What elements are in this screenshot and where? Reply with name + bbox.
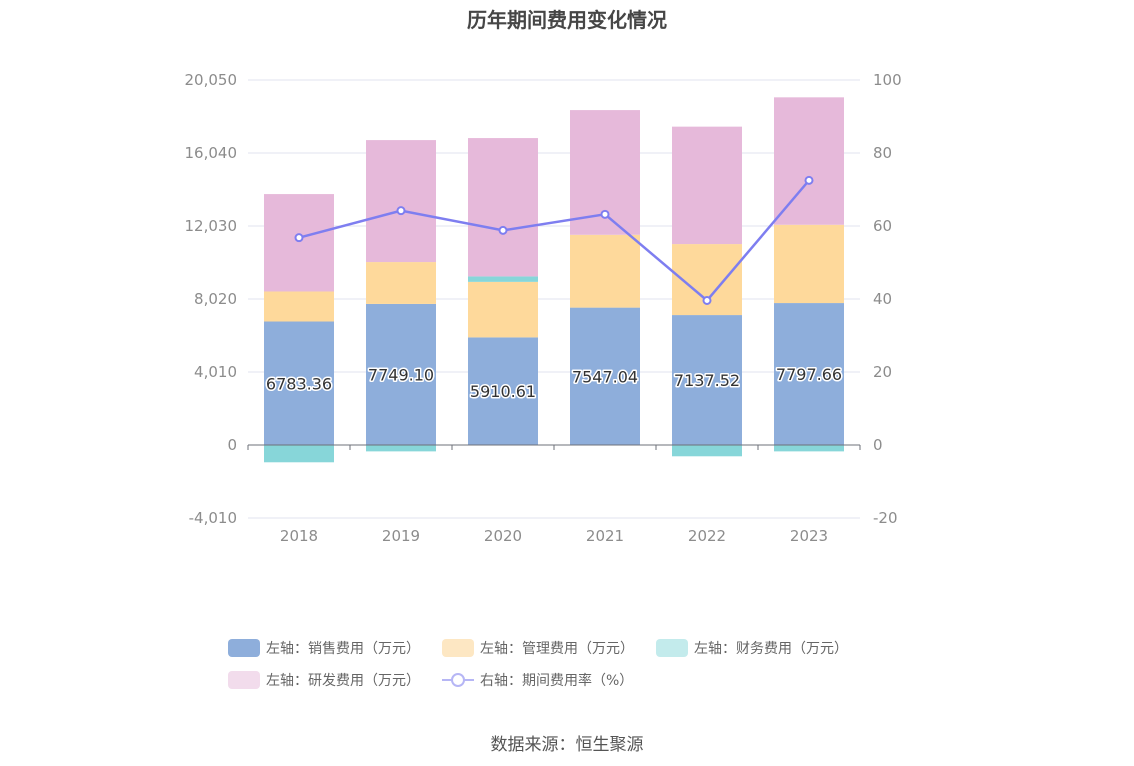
y-right-tick-label: 0 — [873, 436, 883, 454]
bar-segment — [672, 445, 742, 457]
legend-line-icon — [442, 673, 474, 687]
line-layer — [294, 175, 814, 305]
bar-data-label: 7137.52 — [674, 371, 740, 390]
legend-label-rd: 左轴：研发费用（万元） — [266, 673, 420, 689]
legend-swatch-finance — [656, 639, 688, 657]
legend-label-rate: 右轴：期间费用率（%） — [480, 673, 634, 689]
legend-swatch-sales — [228, 639, 260, 657]
x-tick-label: 2023 — [790, 527, 828, 545]
chart-title: 历年期间费用变化情况 — [467, 8, 667, 32]
x-tick-label: 2019 — [382, 527, 420, 545]
rate-point — [396, 206, 406, 216]
x-tick-label: 2021 — [586, 527, 624, 545]
rate-point — [600, 209, 610, 219]
y-left-tick-label: 8,020 — [194, 290, 237, 308]
legend-swatch-rd — [228, 671, 260, 689]
bar-segment — [570, 307, 640, 445]
rate-point — [702, 295, 712, 305]
bar-data-label: 5910.61 — [470, 382, 536, 401]
bar-data-label: 7547.04 — [572, 367, 638, 386]
bar-segment — [774, 224, 844, 304]
bar-segment — [366, 262, 436, 304]
bar-segment — [672, 126, 742, 245]
x-tick-label: 2022 — [688, 527, 726, 545]
bar-segment — [672, 315, 742, 445]
bar-segment — [468, 337, 538, 445]
legend-swatch-admin — [442, 639, 474, 657]
legend-label-admin: 左轴：管理费用（万元） — [480, 641, 634, 657]
source-note: 数据来源：恒生聚源 — [490, 735, 644, 755]
legend-label-finance: 左轴：财务费用（万元） — [694, 641, 848, 657]
legend-row-2: 左轴：研发费用（万元） 右轴：期间费用率（%） — [228, 664, 928, 696]
bar-segment — [468, 281, 538, 338]
bar-segment — [774, 445, 844, 452]
bar-segment — [366, 303, 436, 445]
label-layer: 6783.36 7749.10 5910.61 7547.04 7137.52 7797.… — [264, 364, 843, 403]
y-right-tick-label: 20 — [873, 363, 892, 381]
y-left-tick-label: 20,050 — [185, 71, 238, 89]
y-left-tick-label: 0 — [227, 436, 237, 454]
bar-segment — [264, 445, 334, 463]
legend-label-sales: 左轴：销售费用（万元） — [266, 641, 420, 657]
y-right-tick-label: 100 — [873, 71, 902, 89]
bar-segment — [264, 291, 334, 322]
legend: 左轴：销售费用（万元） 左轴：管理费用（万元） 左轴：财务费用（万元） 左轴：研… — [228, 632, 928, 696]
x-tick-label: 2018 — [280, 527, 318, 545]
rate-point — [294, 233, 304, 243]
y-left-tick-label: -4,010 — [189, 509, 237, 527]
legend-item-rd[interactable]: 左轴：研发费用（万元） — [228, 670, 420, 690]
y-right-tick-label: 40 — [873, 290, 892, 308]
bar-segment — [366, 140, 436, 263]
legend-item-rate[interactable]: 右轴：期间费用率（%） — [442, 670, 633, 690]
bar-segment — [468, 138, 538, 277]
chart-area: -4,010 0 4,010 8,020 12,030 16,040 20,050 -20 0 2… — [185, 71, 902, 545]
bar-segment — [570, 234, 640, 308]
rate-line — [298, 179, 810, 303]
bar-data-label: 7797.66 — [776, 365, 842, 384]
x-tick-label: 2020 — [484, 527, 522, 545]
rate-point — [498, 225, 508, 235]
y-right-tick-label: 60 — [873, 217, 892, 235]
rate-point — [804, 175, 814, 185]
y-left-tick-label: 12,030 — [185, 217, 238, 235]
bar-segment — [264, 194, 334, 292]
y-left-tick-label: 16,040 — [185, 144, 238, 162]
bar-data-label: 7749.10 — [368, 365, 434, 384]
y-left-tick-label: 4,010 — [194, 363, 237, 381]
bar-layer — [264, 97, 844, 463]
legend-row-1: 左轴：销售费用（万元） 左轴：管理费用（万元） 左轴：财务费用（万元） — [228, 632, 928, 664]
bar-segment — [468, 276, 538, 282]
grid-layer — [248, 79, 860, 519]
bar-segment — [774, 303, 844, 445]
bar-segment — [366, 445, 436, 452]
bar-segment — [264, 321, 334, 445]
y-right-tick-label: -20 — [873, 509, 898, 527]
axis-layer: -4,010 0 4,010 8,020 12,030 16,040 20,050 -20 0 2… — [185, 71, 902, 545]
legend-item-admin[interactable]: 左轴：管理费用（万元） — [442, 638, 634, 658]
legend-item-sales[interactable]: 左轴：销售费用（万元） — [228, 638, 420, 658]
y-right-tick-label: 80 — [873, 144, 892, 162]
bar-data-label: 6783.36 — [266, 374, 332, 393]
bar-segment — [774, 97, 844, 225]
legend-item-finance[interactable]: 左轴：财务费用（万元） — [656, 638, 848, 658]
